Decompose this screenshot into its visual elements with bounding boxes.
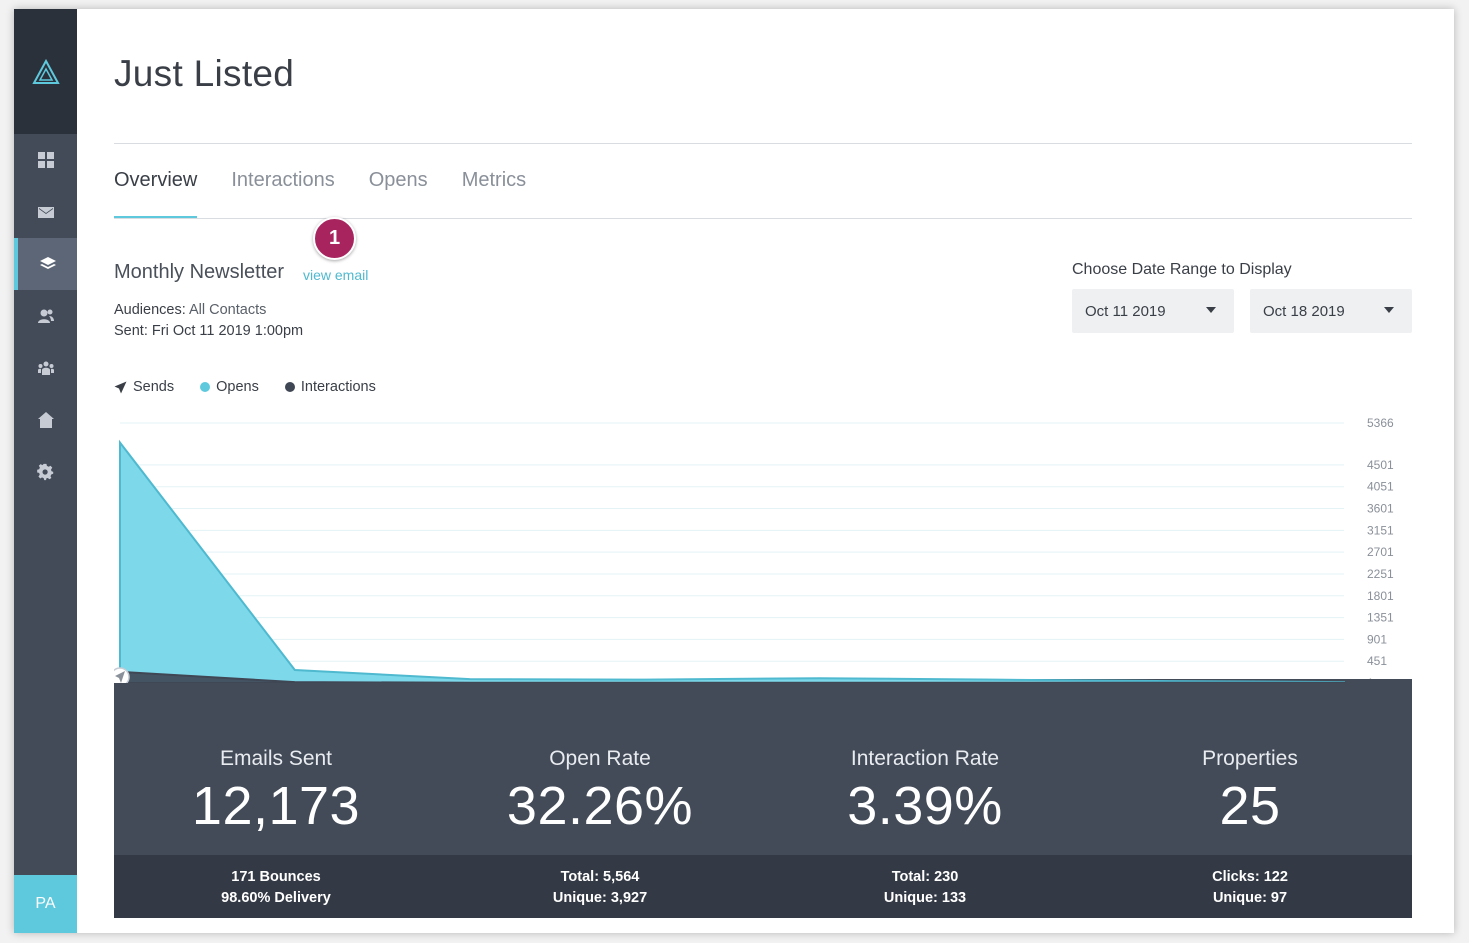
sidebar-item-dashboard[interactable] (14, 134, 77, 186)
avatar[interactable]: PA (14, 875, 77, 933)
stat-value: 12,173 (191, 776, 361, 836)
stat-detail-line: Unique: 133 (883, 890, 967, 906)
chevron-down-icon (1206, 307, 1216, 313)
stat-emails-sent: Emails Sent 12,173 (114, 683, 438, 837)
stat-detail-opens: Total: 5,564 Unique: 3,927 (438, 867, 762, 909)
tab-overview[interactable]: Overview (114, 167, 198, 219)
page-title: Just Listed (114, 53, 295, 94)
date-to-value: Oct 18 2019 (1263, 303, 1345, 320)
users-icon (37, 309, 54, 323)
app-window: PA Just Listed Overview Interactions Ope… (14, 9, 1454, 933)
opens-dot (200, 382, 211, 392)
team-icon (37, 361, 54, 375)
home-icon (37, 412, 54, 428)
layers-icon (39, 257, 56, 269)
y-tick-label: 451 (1367, 654, 1387, 668)
logo[interactable] (14, 9, 77, 134)
audiences-value: All Contacts (188, 302, 267, 318)
stats-panel: Emails Sent 12,173 Open Rate 32.26% Inte… (114, 683, 1412, 918)
y-tick-label: 901 (1367, 632, 1387, 646)
mail-icon (37, 207, 54, 218)
logo-icon (31, 58, 60, 84)
stat-open-rate: Open Rate 32.26% (438, 683, 762, 837)
stat-detail-line: Unique: 97 (1212, 890, 1288, 906)
legend-interactions-label: Interactions (300, 379, 376, 395)
stat-detail-line: Unique: 3,927 (552, 890, 648, 906)
step-badge: 1 (313, 217, 356, 260)
legend-interactions[interactable]: Interactions (284, 379, 376, 395)
legend-sends[interactable]: Sends (114, 379, 174, 395)
sent-line: Sent: Fri Oct 11 2019 1:00pm (114, 323, 304, 339)
stat-interaction-rate: Interaction Rate 3.39% (763, 683, 1087, 837)
gear-icon (36, 463, 53, 481)
stat-detail-line: 171 Bounces (231, 869, 321, 885)
legend-opens[interactable]: Opens (200, 379, 259, 395)
sidebar-item-campaigns[interactable] (14, 238, 77, 290)
chevron-down-icon (1384, 307, 1394, 313)
y-tick-label: 2251 (1367, 567, 1394, 581)
stat-detail-line: Total: 5,564 (560, 869, 640, 885)
tab-metrics[interactable]: Metrics (461, 169, 527, 191)
stat-label: Properties (1202, 747, 1298, 770)
tab-opens[interactable]: Opens (368, 169, 428, 191)
y-tick-label: 1351 (1367, 611, 1394, 625)
y-tick-label: 5366 (1367, 416, 1394, 430)
y-tick-label: 3151 (1367, 523, 1394, 537)
stat-label: Interaction Rate (850, 747, 1000, 770)
stat-detail-interactions: Total: 230 Unique: 133 (763, 867, 1087, 909)
stat-value: 3.39% (847, 776, 1003, 836)
stat-detail-properties: Clicks: 122 Unique: 97 (1088, 867, 1412, 909)
y-tick-label: 1801 (1367, 589, 1394, 603)
y-tick-label: 2701 (1367, 545, 1394, 559)
stat-properties: Properties 25 (1088, 683, 1412, 837)
sidebar-item-properties[interactable] (14, 394, 77, 446)
audiences-label: Audiences: (114, 302, 186, 318)
view-email-link[interactable]: view email (303, 267, 369, 283)
tab-interactions[interactable]: Interactions (231, 169, 335, 191)
y-tick-label: 4051 (1367, 480, 1394, 494)
legend-opens-label: Opens (216, 379, 259, 395)
stat-label: Emails Sent (219, 747, 333, 770)
campaign-chart: 5366 4501 4051 3601 3151 2701 2251 1801 1351 901 4… (114, 416, 1412, 725)
stat-value: 32.26% (506, 776, 694, 836)
audiences-line: Audiences: All Contacts (114, 302, 266, 318)
legend-sends-label: Sends (133, 379, 175, 395)
y-tick-label: 3601 (1367, 502, 1394, 516)
stat-detail-emails: 171 Bounces 98.60% Delivery (114, 867, 438, 909)
sidebar-item-settings[interactable] (14, 446, 77, 498)
sidebar: PA (14, 9, 77, 933)
stat-detail-line: 98.60% Delivery (221, 890, 331, 906)
send-icon (114, 381, 127, 393)
stats-subpanel: 171 Bounces 98.60% Delivery Total: 5,564… (114, 855, 1412, 918)
tab-divider (114, 218, 1412, 219)
sidebar-item-contacts[interactable] (14, 290, 77, 342)
stat-label: Open Rate (549, 747, 651, 770)
stat-detail-line: Clicks: 122 (1212, 869, 1288, 885)
sidebar-item-mail[interactable] (14, 186, 77, 238)
tab-bar: Overview Interactions Opens Metrics (114, 167, 526, 219)
date-from-value: Oct 11 2019 (1085, 303, 1166, 320)
send-icon (115, 671, 125, 683)
chart-legend: Sends Opens Interactions (114, 379, 376, 395)
y-tick-label: 4501 (1367, 458, 1394, 472)
campaign-name: Monthly Newsletter (114, 261, 285, 283)
divider (114, 143, 1412, 144)
sidebar-item-team[interactable] (14, 342, 77, 394)
date-from-select[interactable]: Oct 11 2019 (1072, 289, 1234, 333)
series-area-opens (119, 439, 1345, 684)
date-range-label: Choose Date Range to Display (1072, 261, 1292, 278)
grid-icon (37, 152, 54, 168)
date-to-select[interactable]: Oct 18 2019 (1250, 289, 1412, 333)
stat-value: 25 (1219, 776, 1281, 836)
interactions-dot (284, 382, 295, 392)
stat-detail-line: Total: 230 (891, 869, 959, 885)
